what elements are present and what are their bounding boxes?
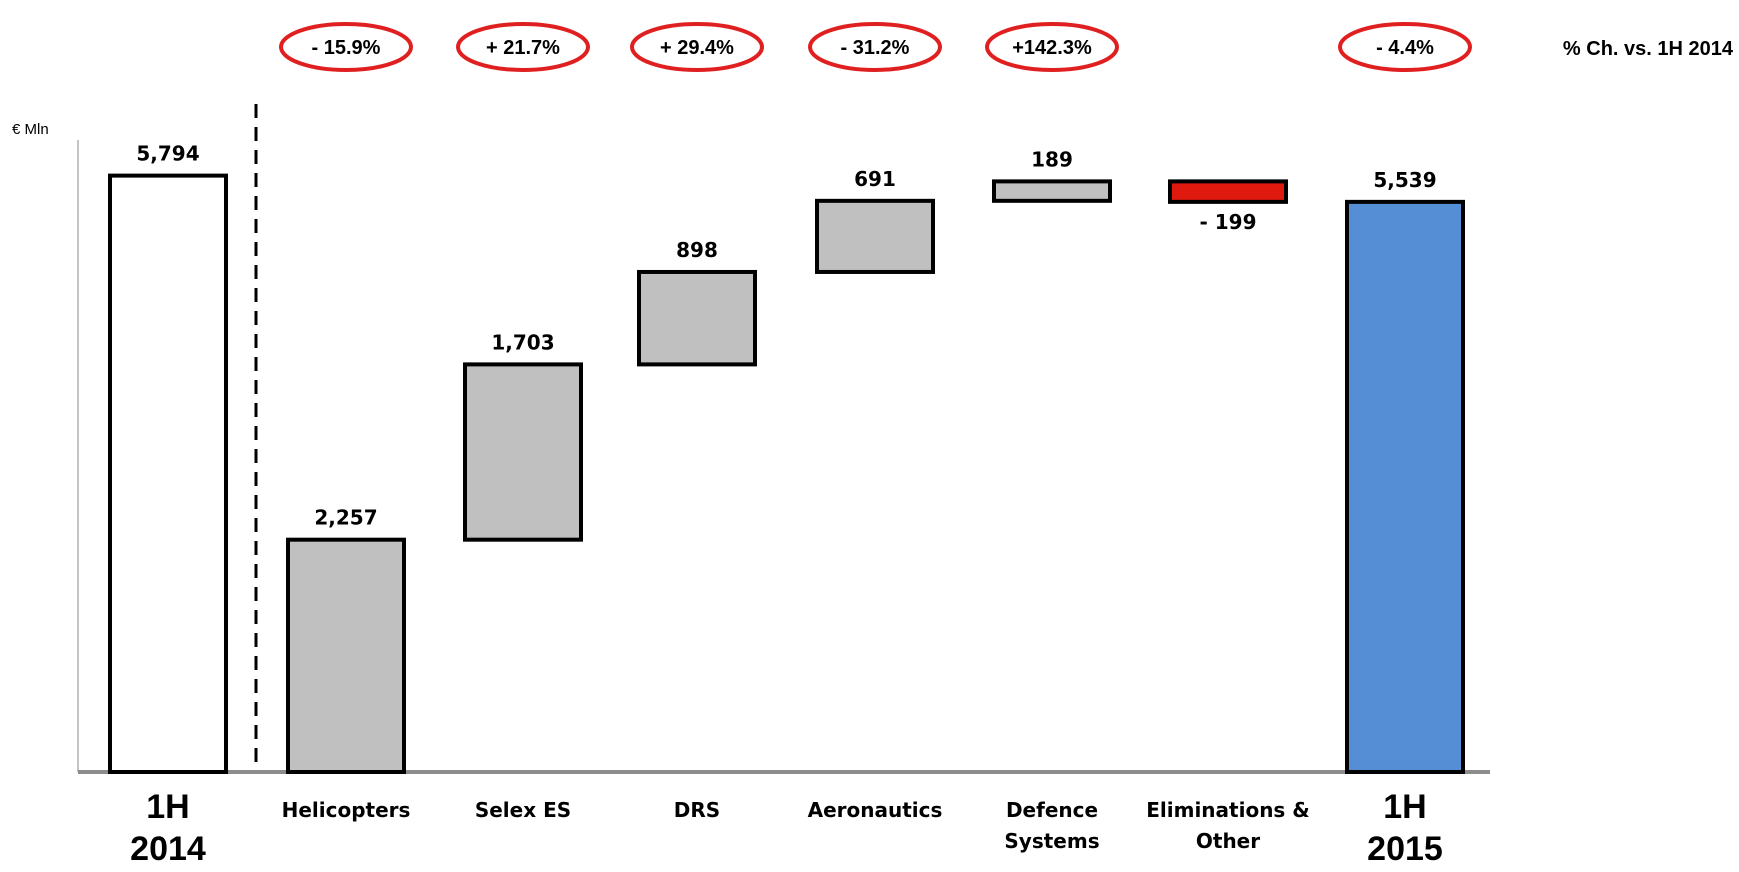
value-label-2: 1,703	[491, 330, 554, 354]
category-label-5-1: Systems	[1004, 829, 1099, 853]
category-label-6-1: Other	[1196, 829, 1260, 853]
category-label-2-0: Selex ES	[475, 798, 571, 822]
pct-change-5: +142.3%	[1012, 37, 1092, 59]
value-label-7: 5,539	[1373, 168, 1436, 192]
bar-6	[1168, 179, 1288, 204]
category-label-6-0: Eliminations &	[1146, 798, 1310, 822]
pct-change-1: - 15.9%	[312, 37, 381, 59]
pct-ellipse-7	[1338, 22, 1472, 72]
value-label-3: 898	[676, 238, 718, 262]
bar-4	[815, 198, 935, 274]
value-label-1: 2,257	[314, 506, 377, 530]
pct-ellipse-3	[630, 22, 764, 72]
pct-change-row: - 15.9% + 21.7% + 29.4% - 31.2% +142.3% - 4.4…	[279, 22, 1734, 72]
bar-3	[637, 269, 757, 367]
pct-ellipse-5	[985, 22, 1119, 72]
category-label-3-0: DRS	[674, 798, 720, 822]
pct-change-3: + 29.4%	[660, 37, 734, 59]
category-label-0-1: 2014	[130, 830, 206, 868]
pct-change-4: - 31.2%	[841, 37, 910, 59]
value-label-5: 189	[1031, 147, 1073, 171]
unit-label: € Mln	[12, 121, 49, 138]
pct-change-7: - 4.4%	[1376, 37, 1434, 59]
pct-ellipse-4	[808, 22, 942, 72]
bar-5	[992, 179, 1112, 203]
bar-1	[286, 537, 406, 774]
category-label-0-0: 1H	[146, 788, 189, 826]
pct-ellipse-2	[456, 22, 590, 72]
pct-ellipse-1	[279, 22, 413, 72]
value-label-0: 5,794	[136, 142, 199, 166]
chart-labels: € Mln 5,794 1H 2014 2,257 Helicopters 1,703 Sel…	[12, 121, 1443, 868]
chart-bars	[108, 173, 1465, 775]
value-label-6: - 199	[1199, 210, 1256, 234]
category-label-4-0: Aeronautics	[808, 798, 943, 822]
value-label-4: 691	[854, 167, 896, 191]
pct-change-2: + 21.7%	[486, 37, 560, 59]
category-label-7-1: 2015	[1367, 830, 1443, 868]
bar-2	[463, 362, 583, 542]
category-label-5-0: Defence	[1006, 798, 1098, 822]
bar-0	[108, 173, 228, 774]
bar-7	[1345, 199, 1465, 775]
category-label-1-0: Helicopters	[282, 798, 411, 822]
pct-change-legend: % Ch. vs. 1H 2014	[1563, 38, 1734, 60]
category-label-7-0: 1H	[1383, 788, 1426, 826]
